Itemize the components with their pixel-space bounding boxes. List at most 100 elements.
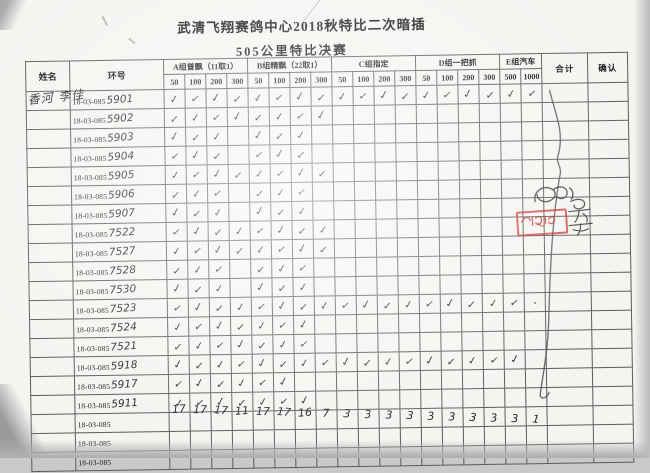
check-cell: ✓ xyxy=(165,184,187,204)
check-cell xyxy=(332,105,354,125)
check-cell xyxy=(521,121,543,141)
checkmark: ✓ xyxy=(296,204,308,219)
ring-cell: 18-03-0855907 xyxy=(71,203,167,224)
ring-cell: 18-03-0855906 xyxy=(71,184,166,205)
check-cell xyxy=(521,102,543,122)
confirm-cell xyxy=(590,253,631,273)
check-cell: ✓ xyxy=(167,336,190,356)
check-cell xyxy=(524,311,546,331)
check-cell: · xyxy=(524,292,546,312)
check-cell: ✓ xyxy=(315,352,337,373)
ring-prefix: 18-03-085 xyxy=(76,324,110,335)
check-cell xyxy=(312,181,334,202)
checkmark: ✓ xyxy=(173,340,184,355)
checkmark: ✓ xyxy=(488,353,500,368)
check-cell xyxy=(355,276,378,296)
confirm-cell xyxy=(588,101,629,121)
check-cell xyxy=(522,178,544,198)
check-cell xyxy=(460,255,482,275)
ring-prefix: 18-03-085 xyxy=(73,153,107,164)
checkmark: ✓ xyxy=(273,146,288,162)
checkmark: ✓ xyxy=(275,297,290,314)
checkmark: ✓ xyxy=(443,295,458,311)
checkmark: ✓ xyxy=(298,300,309,315)
check-cell xyxy=(376,237,398,258)
checkmark: ✓ xyxy=(193,319,205,335)
red-stamp xyxy=(515,208,569,237)
check-cell xyxy=(313,276,336,297)
check-cell: ✓ xyxy=(189,373,211,394)
check-cell: ✓ xyxy=(271,258,293,278)
check-cell xyxy=(522,159,544,179)
checkmark: ✓ xyxy=(275,185,287,200)
scan-shadow-right xyxy=(634,0,650,458)
checkmark: ✓ xyxy=(294,164,309,181)
check-cell: ✓ xyxy=(419,294,441,314)
check-cell xyxy=(503,311,525,332)
check-cell: ✓ xyxy=(206,107,228,127)
red-stamp-marks xyxy=(520,215,556,227)
check-cell: ✓ xyxy=(187,240,209,261)
check-cell: ✓ xyxy=(210,354,232,374)
name-cell xyxy=(29,318,74,339)
check-cell xyxy=(377,313,399,334)
column-total: 3 xyxy=(468,410,478,425)
ring-cell: 18-03-0855905 xyxy=(71,165,166,186)
check-cell xyxy=(437,141,460,162)
total-column-header: 合计 xyxy=(541,52,589,84)
check-cell: ✓ xyxy=(184,88,207,109)
checkmark: ✓ xyxy=(171,244,183,259)
checkmark: ✓ xyxy=(319,298,331,314)
check-cell: ✓ xyxy=(187,278,210,299)
check-cell: ✓ xyxy=(269,144,292,164)
ring-cell: 18-03-085 xyxy=(75,412,170,433)
form-title: 武清飞翔赛鸽中心2018秋特比二次暗插 xyxy=(177,16,426,36)
check-cell: ✓ xyxy=(188,316,210,337)
column-total: 3 xyxy=(342,407,352,421)
checkmark: ✓ xyxy=(209,90,224,106)
check-cell xyxy=(521,140,544,160)
checkmark: ✓ xyxy=(170,280,185,297)
confirm-cell xyxy=(591,329,633,349)
check-cell xyxy=(376,256,398,277)
check-cell: ✓ xyxy=(273,372,295,392)
check-cell: ✓ xyxy=(206,145,229,165)
bet-amount-header: 500 xyxy=(499,68,522,85)
checkmark: ✓ xyxy=(211,110,223,125)
checkmark: ✓ xyxy=(276,373,291,390)
check-cell xyxy=(314,333,337,354)
checkmark: ✓ xyxy=(168,128,182,145)
check-cell: ✓ xyxy=(185,107,207,128)
check-cell xyxy=(314,314,336,335)
checkmark: ✓ xyxy=(169,92,181,107)
check-cell: ✓ xyxy=(291,163,313,183)
group-header-d: D组一把抓 xyxy=(415,54,500,71)
check-cell xyxy=(504,368,526,389)
ring-cell: 18-03-0857523 xyxy=(73,298,168,319)
check-cell xyxy=(356,314,378,334)
column-total: 1 xyxy=(531,412,541,427)
check-cell xyxy=(397,275,420,295)
check-cell xyxy=(417,161,439,181)
checkmark: ✓ xyxy=(340,298,352,313)
bet-amount-header: 200 xyxy=(205,73,227,89)
checkmark: ✓ xyxy=(297,261,309,276)
column-total: 17 xyxy=(192,403,208,417)
check-cell: ✓ xyxy=(483,350,505,370)
checkmark: ✓ xyxy=(214,301,225,316)
check-cell xyxy=(229,278,252,298)
scan-shadow-bottom xyxy=(0,440,650,458)
checkmark: ✓ xyxy=(297,224,308,239)
check-cell xyxy=(332,124,354,144)
column-total: 17 xyxy=(171,402,187,417)
check-cell xyxy=(311,143,334,164)
checkmark: ✓ xyxy=(320,355,332,371)
check-cell xyxy=(353,105,375,125)
check-cell xyxy=(417,180,439,200)
check-cell: ✓ xyxy=(289,87,312,107)
check-cell xyxy=(355,238,377,258)
check-cell: ✓ xyxy=(312,162,334,183)
check-cell xyxy=(333,200,356,220)
